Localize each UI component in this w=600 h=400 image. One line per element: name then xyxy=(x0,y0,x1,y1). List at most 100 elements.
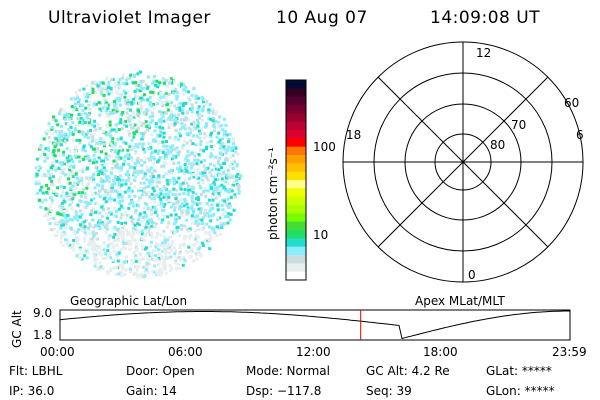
image-pixel xyxy=(50,160,54,164)
image-pixel xyxy=(124,221,128,225)
image-pixel xyxy=(130,165,134,169)
image-pixel xyxy=(78,252,82,256)
image-pixel xyxy=(169,77,173,81)
image-pixel xyxy=(104,103,108,107)
image-pixel xyxy=(164,151,168,155)
image-pixel xyxy=(150,177,154,181)
image-pixel xyxy=(221,171,225,175)
dsp: Dsp: −117.8 xyxy=(246,384,322,398)
image-pixel xyxy=(183,123,187,127)
image-pixel xyxy=(39,154,43,158)
image-pixel xyxy=(59,236,63,240)
image-pixel xyxy=(228,173,232,177)
image-pixel xyxy=(63,159,67,163)
image-pixel xyxy=(150,183,154,187)
image-pixel xyxy=(184,249,188,253)
image-pixel xyxy=(178,245,182,249)
image-pixel xyxy=(143,174,147,178)
image-pixel xyxy=(120,165,124,169)
image-pixel xyxy=(131,232,135,236)
image-pixel xyxy=(140,272,144,276)
image-pixel xyxy=(70,207,74,211)
image-pixel xyxy=(104,252,108,256)
image-pixel xyxy=(119,270,123,274)
image-pixel xyxy=(161,249,165,253)
xtick: 23:59 xyxy=(552,345,587,359)
image-pixel xyxy=(45,132,49,136)
image-pixel xyxy=(151,81,155,85)
image-pixel xyxy=(92,157,96,161)
image-pixel xyxy=(72,230,76,234)
image-pixel xyxy=(74,91,78,95)
image-pixel xyxy=(218,130,222,134)
image-pixel xyxy=(149,166,153,170)
image-pixel xyxy=(80,228,84,232)
image-pixel xyxy=(190,164,194,168)
image-pixel xyxy=(135,160,139,164)
image-pixel xyxy=(108,219,112,223)
image-pixel xyxy=(75,241,79,245)
image-pixel xyxy=(162,119,166,123)
image-pixel xyxy=(128,267,132,271)
image-pixel xyxy=(177,170,181,174)
image-pixel xyxy=(56,138,60,142)
image-pixel xyxy=(165,172,169,176)
image-pixel xyxy=(77,214,81,218)
image-pixel xyxy=(196,107,200,111)
image-pixel xyxy=(207,204,211,208)
image-pixel xyxy=(195,110,199,114)
image-pixel xyxy=(224,143,228,147)
image-pixel xyxy=(237,176,241,180)
image-pixel xyxy=(64,136,68,140)
image-pixel xyxy=(80,224,84,228)
image-pixel xyxy=(93,244,97,248)
image-pixel xyxy=(75,213,79,217)
image-pixel xyxy=(88,237,92,241)
image-pixel xyxy=(161,151,165,155)
image-pixel xyxy=(128,165,132,169)
image-pixel xyxy=(66,213,70,217)
image-pixel xyxy=(128,247,132,251)
image-pixel xyxy=(183,127,187,131)
image-pixel xyxy=(155,136,159,140)
image-pixel xyxy=(77,98,81,102)
image-pixel xyxy=(155,233,159,237)
image-pixel xyxy=(61,108,65,112)
image-pixel xyxy=(128,232,132,236)
image-pixel xyxy=(117,251,121,255)
image-pixel xyxy=(97,156,101,160)
image-pixel xyxy=(167,122,171,126)
image-pixel xyxy=(158,187,162,191)
image-pixel xyxy=(158,243,162,247)
image-pixel xyxy=(98,219,102,223)
image-pixel xyxy=(104,152,108,156)
image-pixel xyxy=(115,255,119,259)
image-pixel xyxy=(195,118,199,122)
image-pixel xyxy=(138,111,142,115)
image-pixel xyxy=(56,123,60,127)
image-pixel xyxy=(111,78,115,82)
image-pixel xyxy=(185,212,189,216)
image-pixel xyxy=(195,197,199,201)
image-pixel xyxy=(52,216,56,220)
image-pixel xyxy=(169,213,173,217)
image-pixel xyxy=(231,166,235,170)
image-pixel xyxy=(167,236,171,240)
gain: Gain: 14 xyxy=(126,384,177,398)
image-pixel xyxy=(65,147,69,151)
image-pixel xyxy=(116,152,120,156)
image-pixel xyxy=(189,254,193,258)
image-pixel xyxy=(121,199,125,203)
image-pixel xyxy=(69,131,73,135)
image-pixel xyxy=(176,120,180,124)
image-pixel xyxy=(142,98,146,102)
image-pixel xyxy=(104,83,108,87)
image-pixel xyxy=(187,162,191,166)
image-pixel xyxy=(191,190,195,194)
image-pixel xyxy=(169,229,173,233)
image-pixel xyxy=(127,167,131,171)
image-pixel xyxy=(212,212,216,216)
image-pixel xyxy=(119,118,123,122)
image-pixel xyxy=(203,214,207,218)
image-pixel xyxy=(190,152,194,156)
